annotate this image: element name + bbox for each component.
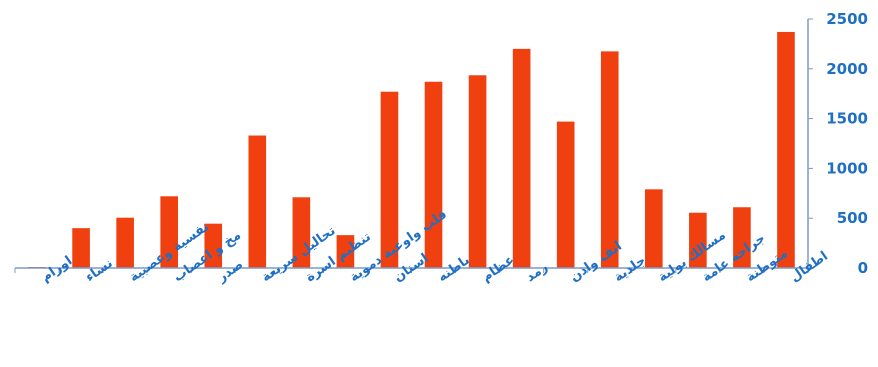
y-axis-ticks: 0 500 1000 1500 2000 2500 bbox=[826, 10, 868, 277]
axes-group bbox=[14, 18, 813, 273]
bar-4 bbox=[644, 189, 663, 268]
bar-13 bbox=[248, 135, 267, 268]
y-tick-label-2500: 2500 bbox=[826, 10, 868, 28]
bar-3 bbox=[689, 212, 707, 268]
x-tick-label-18: اورام bbox=[39, 253, 75, 285]
y-tick-label-0: 0 bbox=[858, 259, 868, 277]
bar-5 bbox=[600, 51, 619, 269]
y-tick-label-500: 500 bbox=[837, 209, 868, 227]
bar-6 bbox=[556, 121, 575, 268]
bar-17 bbox=[72, 228, 90, 268]
y-tick-label-1500: 1500 bbox=[826, 110, 868, 128]
y-tick-label-2000: 2000 bbox=[826, 60, 868, 78]
bar-16 bbox=[116, 217, 134, 268]
bar-15 bbox=[160, 196, 178, 268]
bar-2 bbox=[733, 207, 751, 268]
bar-14 bbox=[204, 223, 223, 268]
bar-1 bbox=[777, 31, 795, 269]
bar-8 bbox=[468, 75, 487, 269]
bar-7 bbox=[512, 48, 531, 268]
bars-group bbox=[28, 31, 795, 269]
bar-12 bbox=[292, 197, 311, 268]
bar-11 bbox=[336, 235, 355, 268]
bar-10 bbox=[380, 91, 399, 269]
y-tick-label-1000: 1000 bbox=[826, 159, 868, 177]
bar-9 bbox=[424, 81, 443, 268]
